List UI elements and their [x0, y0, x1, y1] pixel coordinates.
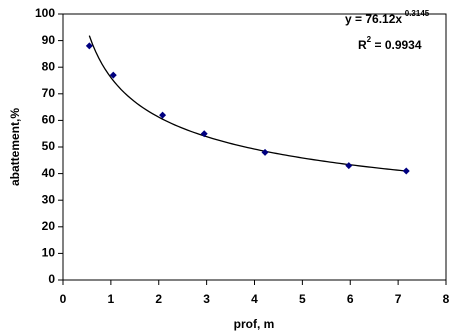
r-power: 2	[367, 35, 372, 44]
y-tick-label: 10	[42, 246, 56, 260]
equation-coefficient: 76.12	[365, 12, 395, 26]
data-point	[109, 71, 117, 79]
x-tick-label: 6	[347, 292, 354, 306]
r-value: 0.9934	[385, 38, 422, 52]
y-tick-label: 60	[42, 113, 56, 127]
y-tick-label: 80	[42, 59, 56, 73]
equation-variable: x	[395, 12, 402, 26]
y-tick-label: 100	[35, 6, 55, 20]
y-tick-label: 40	[42, 166, 56, 180]
y-tick-label: 90	[42, 33, 56, 47]
y-axis-label: abattement,%	[8, 108, 22, 186]
y-tick-label: 70	[42, 86, 56, 100]
data-point	[261, 148, 269, 156]
x-axis-label: prof, m	[234, 317, 275, 331]
y-tick-label: 30	[42, 192, 56, 206]
data-point	[200, 130, 208, 138]
x-tick-label: 5	[299, 292, 306, 306]
trendline	[88, 35, 407, 172]
x-tick-label: 3	[203, 292, 210, 306]
r-equals: =	[371, 38, 385, 52]
x-tick-label: 8	[443, 292, 450, 306]
data-point	[85, 42, 93, 50]
equation-exponent: -0.3145	[402, 9, 430, 18]
equation: y = 76.12x-0.3145	[345, 9, 430, 26]
x-tick-label: 4	[251, 292, 258, 306]
r-squared: R2 = 0.9934	[358, 35, 422, 52]
equation-lhs: y =	[345, 12, 365, 26]
x-tick-label: 1	[108, 292, 115, 306]
data-point	[159, 111, 167, 119]
data-point	[345, 162, 353, 170]
data-point	[402, 167, 410, 175]
plot-area	[62, 13, 447, 281]
y-tick-label: 0	[48, 272, 55, 286]
y-tick-label: 20	[42, 219, 56, 233]
x-tick-label: 0	[60, 292, 67, 306]
y-tick-label: 50	[42, 139, 56, 153]
r-symbol: R	[358, 38, 367, 52]
x-tick-label: 7	[395, 292, 402, 306]
x-tick-label: 2	[155, 292, 162, 306]
